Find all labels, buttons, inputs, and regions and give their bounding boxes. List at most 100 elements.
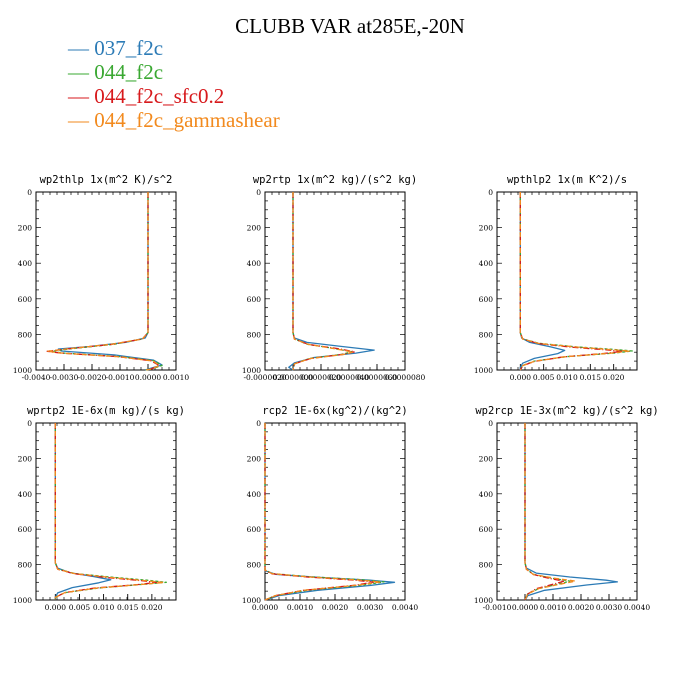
y-tick-label: 1000 bbox=[242, 596, 261, 605]
legend-item-044-f2c-sfc0.2: — 044_f2c_sfc0.2 bbox=[68, 84, 280, 108]
x-tick-label: -0.0010 bbox=[483, 603, 512, 612]
plot-frame bbox=[496, 422, 638, 601]
x-tick-label: -0.0040 bbox=[22, 373, 51, 382]
panel-title: wp2rcp 1E-3x(m^2 kg)/(s^2 kg) bbox=[475, 405, 658, 417]
x-tick-label: 0.010 bbox=[93, 603, 115, 612]
y-tick-label: 1000 bbox=[474, 366, 493, 375]
x-tick-label: 0.0000020 bbox=[301, 373, 342, 382]
legend-dash: — bbox=[68, 36, 89, 60]
series-037-f2c bbox=[524, 423, 619, 601]
x-tick-label: 0.0020 bbox=[568, 603, 594, 612]
panel-3: wpthlp2 1x(m K^2)/s 0 200 400 600 800 1000 0.00… bbox=[474, 174, 638, 382]
y-tick-label: 1000 bbox=[13, 596, 32, 605]
series-044-f2c bbox=[49, 192, 163, 371]
y-tick-label: 400 bbox=[479, 490, 494, 499]
x-tick-label: 0.0010 bbox=[163, 373, 189, 382]
y-tick-label: 400 bbox=[247, 490, 262, 499]
y-tick-label: 600 bbox=[18, 525, 33, 534]
y-tick-label: 200 bbox=[18, 224, 33, 233]
y-tick-label: 800 bbox=[479, 561, 494, 570]
series-044-f2c-gammashear bbox=[292, 192, 354, 371]
y-tick-label: 600 bbox=[479, 525, 494, 534]
series-044-f2c-sfc0-2 bbox=[46, 192, 160, 371]
x-tick-label: 0.0000040 bbox=[329, 373, 370, 382]
x-tick-label: 0.015 bbox=[117, 603, 139, 612]
y-tick-label: 200 bbox=[247, 454, 262, 463]
x-tick-label: 0.0030 bbox=[357, 603, 383, 612]
y-tick-label: 0 bbox=[488, 419, 493, 428]
series-044-f2c-sfc0-2 bbox=[264, 423, 375, 601]
legend-label: 044_f2c_sfc0.2 bbox=[94, 84, 225, 108]
x-tick-label: 0.015 bbox=[580, 373, 602, 382]
x-tick-label: -0.0000020 bbox=[243, 373, 286, 382]
panel-title: wpthlp2 1x(m K^2)/s bbox=[507, 174, 627, 186]
panel-2: wp2rtp 1x(m^2 kg)/(s^2 kg) 0 200 400 600 800 1… bbox=[242, 174, 426, 382]
y-tick-label: 0 bbox=[256, 419, 261, 428]
x-tick-label: 0.020 bbox=[141, 603, 163, 612]
x-tick-label: 0.0040 bbox=[624, 603, 650, 612]
panel-title: wp2thlp 1x(m^2 K)/s^2 bbox=[40, 174, 173, 186]
y-tick-label: 400 bbox=[18, 490, 33, 499]
panel-title: wprtp2 1E-6x(m kg)/(s kg) bbox=[27, 405, 185, 417]
y-tick-label: 600 bbox=[18, 295, 33, 304]
series-044-f2c-gammashear bbox=[46, 192, 160, 371]
series-044-f2c-gammashear bbox=[524, 423, 577, 601]
y-tick-label: 800 bbox=[479, 330, 494, 339]
series-037-f2c bbox=[288, 192, 375, 371]
figure-title: CLUBB VAR at285E,-20N bbox=[235, 14, 465, 38]
legend-label: 044_f2c_gammashear bbox=[94, 108, 280, 132]
series-037-f2c bbox=[57, 192, 163, 371]
series-044-f2c-gammashear bbox=[54, 423, 165, 600]
legend-label: 044_f2c bbox=[94, 60, 164, 84]
legend-item-044-f2c: — 044_f2c bbox=[68, 60, 280, 84]
series-044-f2c-sfc0-2 bbox=[54, 423, 158, 600]
x-tick-label: 0.0010 bbox=[287, 603, 313, 612]
x-tick-label: 0.0010 bbox=[540, 603, 566, 612]
y-tick-label: 800 bbox=[247, 330, 262, 339]
y-tick-label: 400 bbox=[479, 259, 494, 268]
x-tick-label: 0.020 bbox=[603, 373, 625, 382]
panel-title: rcp2 1E-6x(kg^2)/(kg^2) bbox=[262, 405, 407, 417]
x-tick-label: -0.0010 bbox=[106, 373, 135, 382]
y-tick-label: 800 bbox=[18, 330, 33, 339]
panel-4: wprtp2 1E-6x(m kg)/(s kg) 0 200 400 600 800 10… bbox=[13, 405, 185, 612]
legend-label: 037_f2c bbox=[94, 36, 164, 60]
y-tick-label: 1000 bbox=[242, 366, 261, 375]
y-tick-label: 1000 bbox=[474, 596, 493, 605]
x-tick-label: 0.005 bbox=[69, 603, 91, 612]
x-tick-label: 0.0040 bbox=[392, 603, 418, 612]
y-tick-label: 0 bbox=[27, 419, 32, 428]
y-tick-label: 800 bbox=[18, 561, 33, 570]
series-037-f2c bbox=[54, 423, 112, 600]
x-tick-label: -0.0030 bbox=[50, 373, 79, 382]
x-tick-label: 0.0000060 bbox=[357, 373, 398, 382]
x-tick-label: 0.0020 bbox=[322, 603, 348, 612]
plot-frame bbox=[264, 191, 406, 371]
series-037-f2c bbox=[264, 423, 396, 601]
x-tick-label: 0.010 bbox=[556, 373, 578, 382]
series-044-f2c-sfc0-2 bbox=[292, 192, 356, 371]
x-tick-label: 0.005 bbox=[533, 373, 555, 382]
y-tick-label: 200 bbox=[247, 224, 262, 233]
series-044-f2c-gammashear bbox=[264, 423, 382, 601]
panel-1: wp2thlp 1x(m^2 K)/s^202004006008001000-0… bbox=[13, 174, 189, 382]
panel-title: wp2rtp 1x(m^2 kg)/(s^2 kg) bbox=[253, 174, 417, 186]
plot-frame bbox=[35, 191, 177, 371]
y-tick-label: 200 bbox=[18, 454, 33, 463]
plot-frame bbox=[35, 422, 177, 601]
legend-dash: — bbox=[68, 108, 89, 132]
series-044-f2c bbox=[292, 192, 353, 371]
y-tick-label: 600 bbox=[479, 295, 494, 304]
legend-dash: — bbox=[68, 60, 89, 84]
legend: — 037_f2c — 044_f2c — 044_f2c_sfc0.2 — 0… bbox=[68, 36, 280, 132]
series-044-f2c-gammashear bbox=[519, 192, 631, 371]
x-tick-label: 0.0000 bbox=[252, 603, 278, 612]
x-tick-label: 0.0000 bbox=[135, 373, 161, 382]
y-tick-label: 0 bbox=[27, 188, 32, 197]
y-tick-label: 600 bbox=[247, 525, 262, 534]
y-tick-label: 1000 bbox=[13, 366, 32, 375]
series-044-f2c bbox=[524, 423, 571, 601]
x-tick-label: 0.000 bbox=[510, 373, 532, 382]
y-tick-label: 400 bbox=[247, 259, 262, 268]
